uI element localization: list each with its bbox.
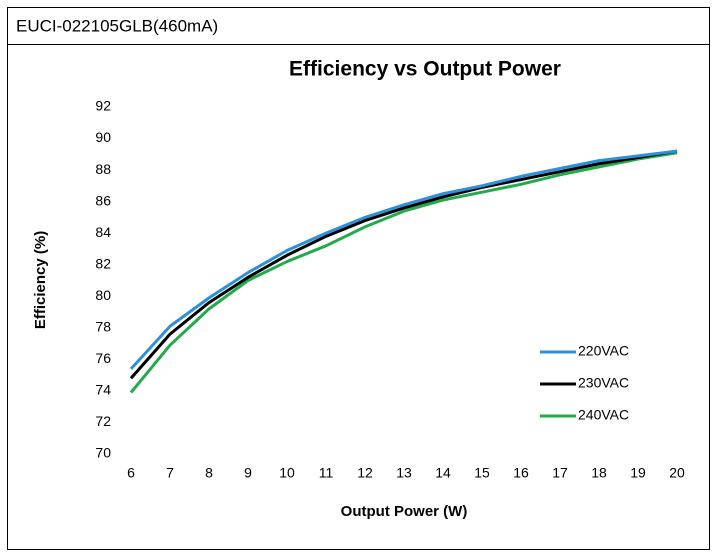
x-tick-label: 11 bbox=[319, 465, 334, 481]
frame bbox=[7, 7, 710, 550]
x-tick-label: 13 bbox=[396, 465, 412, 481]
x-tick-label: 10 bbox=[279, 465, 295, 481]
series-line bbox=[129, 151, 678, 394]
series-line bbox=[129, 149, 678, 380]
y-tick-label: 70 bbox=[95, 445, 111, 461]
y-tick-label: 74 bbox=[95, 382, 111, 398]
x-tick-label: 7 bbox=[166, 465, 174, 481]
y-tick-label: 76 bbox=[95, 350, 111, 366]
chart-title: Efficiency vs Output Power bbox=[289, 58, 561, 81]
x-tick-label: 14 bbox=[435, 465, 451, 481]
y-axis-title: Efficiency (%) bbox=[32, 231, 49, 329]
x-tick-label: 20 bbox=[669, 465, 685, 481]
y-tick-label: 88 bbox=[95, 161, 111, 177]
x-tick-label: 8 bbox=[205, 465, 213, 481]
y-tick-label: 78 bbox=[95, 319, 111, 335]
header-title: EUCI-022105GLB(460mA) bbox=[16, 16, 218, 35]
y-tick-label: 84 bbox=[95, 224, 111, 240]
x-tick-label: 18 bbox=[591, 465, 607, 481]
x-tick-label: 19 bbox=[630, 465, 646, 481]
x-tick-label: 17 bbox=[552, 465, 568, 481]
x-tick-label: 15 bbox=[474, 465, 490, 481]
x-tick-label: 6 bbox=[127, 465, 135, 481]
x-tick-label: 16 bbox=[513, 465, 529, 481]
legend-label: 230VAC bbox=[578, 375, 629, 391]
y-tick-label: 90 bbox=[95, 129, 111, 145]
legend-label: 220VAC bbox=[578, 343, 629, 359]
y-tick-label: 82 bbox=[95, 255, 111, 271]
y-tick-label: 92 bbox=[95, 98, 111, 114]
y-tick-label: 72 bbox=[95, 413, 111, 429]
y-tick-label: 86 bbox=[95, 192, 111, 208]
x-tick-label: 12 bbox=[357, 465, 373, 481]
legend-label: 240VAC bbox=[578, 407, 629, 423]
x-tick-label: 9 bbox=[244, 465, 252, 481]
series-line bbox=[129, 149, 678, 370]
y-tick-label: 80 bbox=[95, 287, 111, 303]
x-axis-title: Output Power (W) bbox=[341, 503, 468, 520]
